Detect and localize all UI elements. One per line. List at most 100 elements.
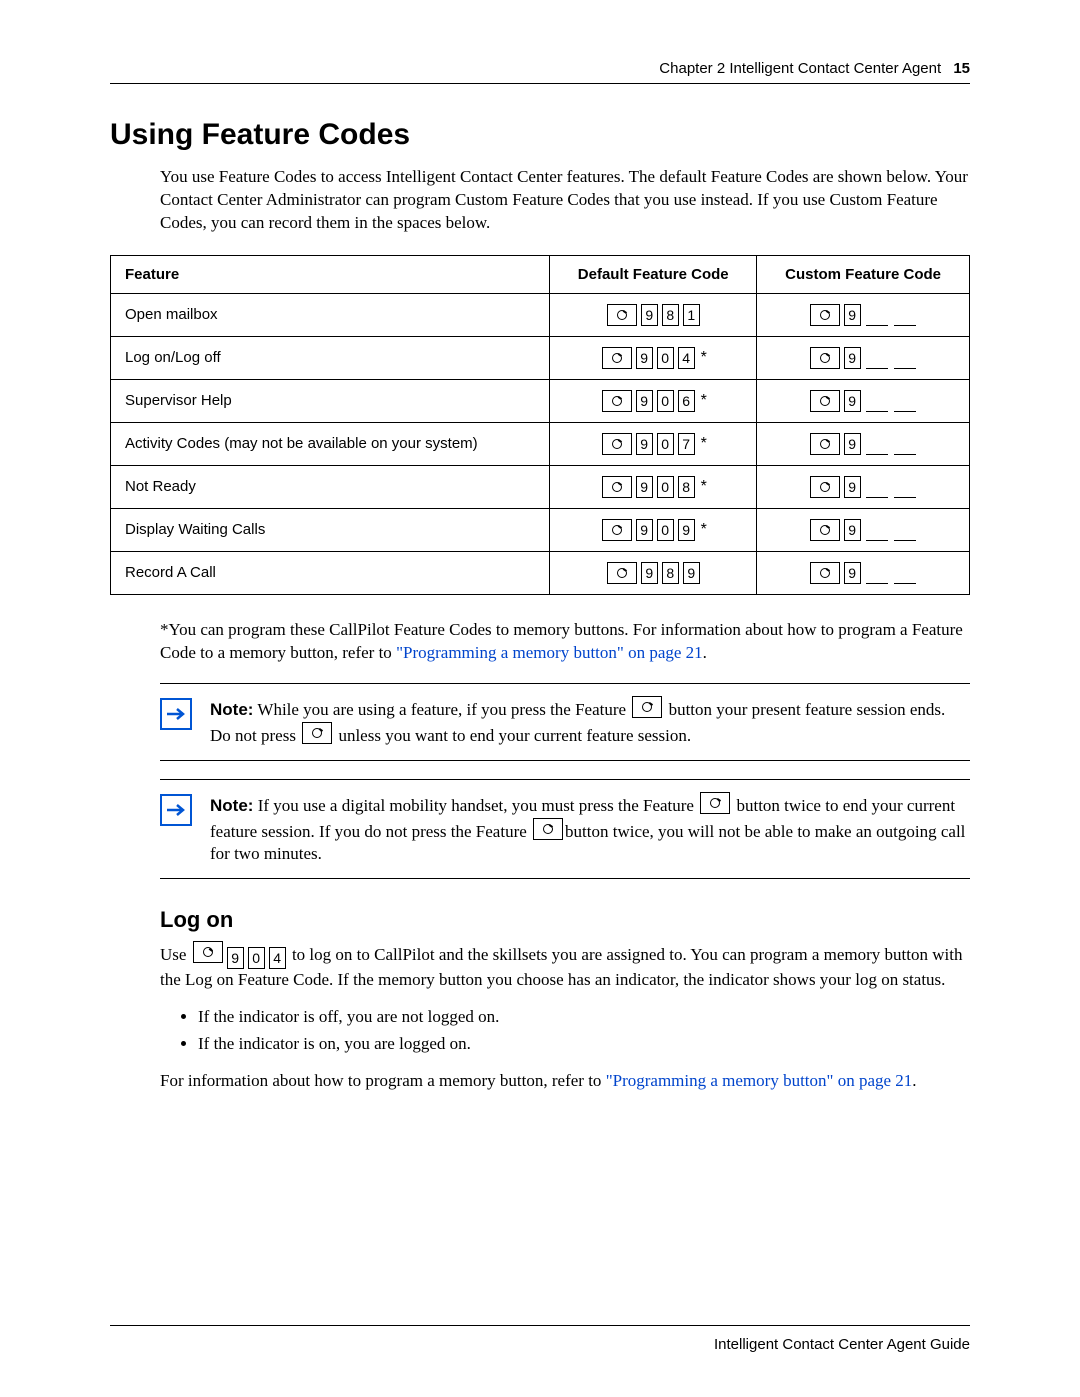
digit-key: 9 <box>636 390 653 412</box>
blank-slot <box>866 482 888 498</box>
note-1: Note: While you are using a feature, if … <box>160 683 970 761</box>
digit-key: 4 <box>269 947 286 969</box>
logon-paragraph-2: For information about how to program a m… <box>160 1070 970 1093</box>
feature-key-icon <box>607 304 637 326</box>
digit-key: 9 <box>844 390 861 412</box>
custom-code: 9 <box>757 336 970 379</box>
section-title: Using Feature Codes <box>110 118 970 152</box>
digit-key: 7 <box>678 433 695 455</box>
list-item: If the indicator is on, you are logged o… <box>198 1033 970 1056</box>
blank-slot <box>894 353 916 369</box>
blank-slot <box>894 439 916 455</box>
custom-code: 9 <box>757 508 970 551</box>
digit-key: 9 <box>227 947 244 969</box>
digit-key: 1 <box>683 304 700 326</box>
feature-key-icon <box>602 433 632 455</box>
digit-key: 9 <box>678 519 695 541</box>
digit-key: 9 <box>844 519 861 541</box>
logon-paragraph-1: Use 904 to log on to CallPilot and the s… <box>160 941 970 992</box>
digit-key: 9 <box>641 562 658 584</box>
feature-key-icon <box>602 347 632 369</box>
page-number: 15 <box>953 60 970 77</box>
list-item: If the indicator is off, you are not log… <box>198 1006 970 1029</box>
feature-key-icon <box>602 476 632 498</box>
feature-key-icon <box>810 519 840 541</box>
digit-key: 9 <box>636 519 653 541</box>
feature-name: Record A Call <box>111 551 550 594</box>
asterisk: * <box>701 521 707 538</box>
page-header: Chapter 2 Intelligent Contact Center Age… <box>110 60 970 84</box>
feature-key-icon <box>602 390 632 412</box>
th-custom: Custom Feature Code <box>757 255 970 293</box>
asterisk: * <box>701 435 707 452</box>
feature-key-icon <box>607 562 637 584</box>
intro-paragraph: You use Feature Codes to access Intellig… <box>160 166 970 235</box>
table-row: Supervisor Help906*9 <box>111 379 970 422</box>
table-row: Log on/Log off904*9 <box>111 336 970 379</box>
default-code: 908* <box>550 465 757 508</box>
blank-slot <box>866 310 888 326</box>
digit-key: 6 <box>678 390 695 412</box>
feature-key-icon <box>533 818 563 840</box>
blank-slot <box>866 525 888 541</box>
note-2: Note: If you use a digital mobility hand… <box>160 779 970 880</box>
blank-slot <box>894 396 916 412</box>
custom-code: 9 <box>757 551 970 594</box>
table-row: Not Ready908*9 <box>111 465 970 508</box>
arrow-right-icon <box>160 698 192 730</box>
asterisk: * <box>701 349 707 366</box>
feature-key-icon <box>700 792 730 814</box>
custom-code: 9 <box>757 422 970 465</box>
digit-key: 0 <box>248 947 265 969</box>
feature-key-icon <box>302 722 332 744</box>
digit-key: 0 <box>657 390 674 412</box>
feature-key-icon <box>810 433 840 455</box>
blank-slot <box>894 568 916 584</box>
page-footer: Intelligent Contact Center Agent Guide <box>110 1325 970 1353</box>
default-code: 904* <box>550 336 757 379</box>
custom-code: 9 <box>757 379 970 422</box>
digit-key: 9 <box>844 347 861 369</box>
feature-key-icon <box>810 390 840 412</box>
th-feature: Feature <box>111 255 550 293</box>
arrow-right-icon <box>160 794 192 826</box>
digit-key: 0 <box>657 476 674 498</box>
asterisk: * <box>701 478 707 495</box>
digit-key: 9 <box>844 476 861 498</box>
default-code: 989 <box>550 551 757 594</box>
blank-slot <box>866 568 888 584</box>
feature-name: Activity Codes (may not be available on … <box>111 422 550 465</box>
blank-slot <box>866 396 888 412</box>
digit-key: 9 <box>844 562 861 584</box>
digit-key: 8 <box>662 304 679 326</box>
blank-slot <box>866 439 888 455</box>
digit-key: 9 <box>641 304 658 326</box>
digit-key: 8 <box>662 562 679 584</box>
blank-slot <box>866 353 888 369</box>
custom-code: 9 <box>757 293 970 336</box>
table-row: Open mailbox9819 <box>111 293 970 336</box>
note-1-text: Note: While you are using a feature, if … <box>210 696 970 748</box>
feature-key-icon <box>810 476 840 498</box>
feature-code-table: Feature Default Feature Code Custom Feat… <box>110 255 970 595</box>
feature-key-icon <box>632 696 662 718</box>
feature-name: Not Ready <box>111 465 550 508</box>
table-row: Display Waiting Calls909*9 <box>111 508 970 551</box>
default-code: 981 <box>550 293 757 336</box>
feature-name: Open mailbox <box>111 293 550 336</box>
feature-name: Display Waiting Calls <box>111 508 550 551</box>
feature-name: Supervisor Help <box>111 379 550 422</box>
feature-key-icon <box>602 519 632 541</box>
table-row: Record A Call9899 <box>111 551 970 594</box>
table-footnote: *You can program these CallPilot Feature… <box>160 619 970 665</box>
digit-key: 9 <box>683 562 700 584</box>
digit-key: 0 <box>657 519 674 541</box>
logon-bullets: If the indicator is off, you are not log… <box>160 1006 970 1056</box>
link-programming-memory-button[interactable]: "Programming a memory button" on page 21 <box>606 1071 913 1090</box>
feature-key-icon <box>193 941 223 963</box>
digit-key: 8 <box>678 476 695 498</box>
link-programming-memory-button[interactable]: "Programming a memory button" on page 21 <box>396 643 703 662</box>
th-default: Default Feature Code <box>550 255 757 293</box>
chapter-label: Chapter 2 Intelligent Contact Center Age… <box>659 60 941 77</box>
digit-key: 9 <box>636 347 653 369</box>
